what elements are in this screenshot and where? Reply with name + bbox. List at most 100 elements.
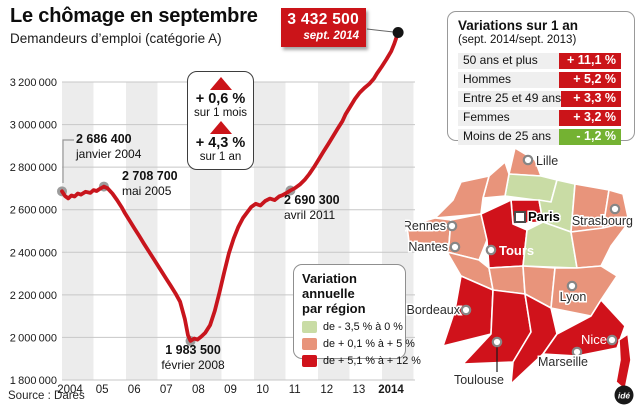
badge-value: 3 432 500 — [287, 11, 359, 28]
up-triangle-icon — [209, 121, 232, 134]
annotation-january-2004: 2 686 400 janvier 2004 — [76, 132, 142, 162]
region-languedoc-roussillon — [510, 293, 558, 385]
year-band — [254, 82, 286, 380]
year-band — [62, 82, 94, 380]
map-legend: Variation annuelle par région de - 3,5 %… — [293, 264, 421, 367]
city-label-paris: Paris — [528, 209, 560, 224]
annotation-connector-line — [62, 139, 74, 183]
variation-row: Entre 25 et 49 ans + 3,3 % — [458, 91, 621, 107]
badge-date: sept. 2014 — [303, 30, 359, 42]
source-credit: Source : Dares — [8, 390, 85, 402]
y-axis-tick-label: 2 800 000 — [10, 162, 57, 174]
variation-value-badge: + 5,2 % — [559, 72, 621, 88]
city-label-bordeaux: Bordeaux — [406, 303, 460, 317]
region-picardie — [504, 173, 558, 203]
region-basse-normandie — [434, 175, 490, 219]
variations-title: Variations sur 1 an — [458, 18, 579, 33]
city-dot-tours — [485, 244, 497, 256]
monthly-change: + 0,6 % — [195, 91, 246, 107]
variation-label: Femmes — [463, 110, 510, 124]
x-axis-tick-label: 09 — [224, 384, 237, 396]
map-cities: Lille Paris Strasbourg Rennes Nantes Tou… — [405, 153, 635, 389]
ide-logo-circle — [614, 385, 634, 405]
variation-row: Femmes + 3,2 % — [458, 110, 621, 126]
x-axis-tick-label: 2014 — [378, 384, 404, 396]
x-axis-tick-label: 07 — [160, 384, 173, 396]
city-label-strasbourg: Strasbourg — [572, 214, 633, 228]
variation-value-badge: + 3,3 % — [561, 91, 621, 107]
annotation-may-2005: 2 708 700 mai 2005 — [122, 169, 178, 199]
monthly-yearly-callout: + 0,6 % sur 1 mois + 4,3 % sur 1 an — [187, 71, 254, 170]
variation-label: 50 ans et plus — [463, 53, 538, 67]
map-legend-title-line1: Variation annuelle — [302, 271, 357, 301]
legend-item: de + 0,1 % à + 5 % — [302, 338, 415, 350]
city-label-toulouse: Toulouse — [454, 373, 504, 387]
variation-value-badge: + 3,2 % — [559, 110, 621, 126]
page-subtitle: Demandeurs d’emploi (catégorie A) — [10, 31, 222, 46]
x-axis-tick-label: 2004 — [57, 384, 83, 396]
city-dot-lyon — [566, 280, 578, 292]
y-axis-tick-label: 3 200 000 — [10, 77, 57, 89]
yearly-change: + 4,3 % — [195, 135, 246, 151]
variations-subtitle: (sept. 2014/sept. 2013) — [458, 34, 577, 46]
city-label-nantes: Nantes — [408, 240, 448, 254]
city-dot-toulouse — [491, 336, 503, 348]
legend-swatch-red — [302, 355, 317, 367]
map-regions — [406, 148, 632, 391]
x-axis-tick-label: 06 — [128, 384, 141, 396]
y-axis-tick-label: 3 000 000 — [10, 120, 57, 132]
city-label-rennes: Rennes — [405, 219, 446, 233]
city-dot-rennes — [446, 220, 458, 232]
annotation-april-2011: 2 690 300 avril 2011 — [284, 193, 340, 223]
variation-value-badge: - 1,2 % — [559, 129, 621, 145]
legend-item: de + 5,1 % à + 12 % — [302, 355, 421, 367]
city-dot-lille — [522, 154, 534, 166]
y-axis-tick-label: 2 400 000 — [10, 247, 57, 259]
variation-row: Hommes + 5,2 % — [458, 72, 621, 88]
region-paca — [542, 299, 626, 357]
city-dot-marseille — [571, 346, 583, 358]
variation-value-badge: + 11,1 % — [559, 53, 621, 69]
legend-swatch-green — [302, 321, 317, 333]
variations-panel: Variations sur 1 an (sept. 2014/sept. 20… — [447, 11, 635, 145]
annotation-february-2008: 1 983 500 février 2008 — [161, 343, 225, 373]
chart-line — [60, 30, 401, 343]
variation-label: Entre 25 et 49 ans — [463, 91, 562, 105]
x-axis-tick-label: 10 — [256, 384, 269, 396]
france-map: Lille Paris Strasbourg Rennes Nantes Tou… — [405, 148, 635, 405]
city-label-marseille: Marseille — [538, 355, 588, 369]
variation-row: 50 ans et plus + 11,1 % — [458, 53, 621, 69]
legend-item: de - 3,5 % à 0 % — [302, 321, 403, 333]
variation-label: Hommes — [463, 72, 512, 86]
up-triangle-icon — [209, 77, 232, 90]
ide-logo: idé — [614, 385, 634, 405]
region-rhone-alpes — [550, 265, 618, 317]
monthly-change-label: sur 1 mois — [193, 107, 248, 119]
city-dot-bordeaux — [460, 304, 472, 316]
city-marker-paris — [514, 211, 526, 223]
y-axis-tick-label: 2 600 000 — [10, 205, 57, 217]
y-axis-tick-label: 2 200 000 — [10, 290, 57, 302]
year-band — [126, 82, 158, 380]
city-dot-nice — [606, 334, 618, 346]
variation-label: Moins de 25 ans — [463, 129, 552, 143]
y-axis-tick-label: 1 800 000 — [10, 375, 57, 387]
city-dot-strasbourg — [609, 203, 621, 215]
city-label-nice: Nice — [581, 332, 607, 347]
yearly-change-label: sur 1 an — [199, 151, 242, 163]
legend-swatch-salmon — [302, 338, 317, 350]
x-axis-tick-label: 13 — [353, 384, 366, 396]
latest-data-point-marker — [392, 27, 404, 39]
city-label-lille: Lille — [536, 154, 558, 168]
city-dot-nantes — [449, 241, 461, 253]
map-legend-title-line2: par région — [302, 301, 366, 316]
x-axis-tick-label: 05 — [96, 384, 109, 396]
x-axis-tick-label: 11 — [289, 384, 301, 396]
page-title: Le chômage en septembre — [10, 5, 258, 27]
ide-logo-text: idé — [618, 391, 631, 401]
x-axis-tick-label: 12 — [320, 384, 333, 396]
city-label-tours: Tours — [499, 243, 534, 258]
y-axis-tick-label: 2 000 000 — [10, 332, 57, 344]
current-value-badge: 3 432 500 sept. 2014 — [281, 8, 366, 47]
